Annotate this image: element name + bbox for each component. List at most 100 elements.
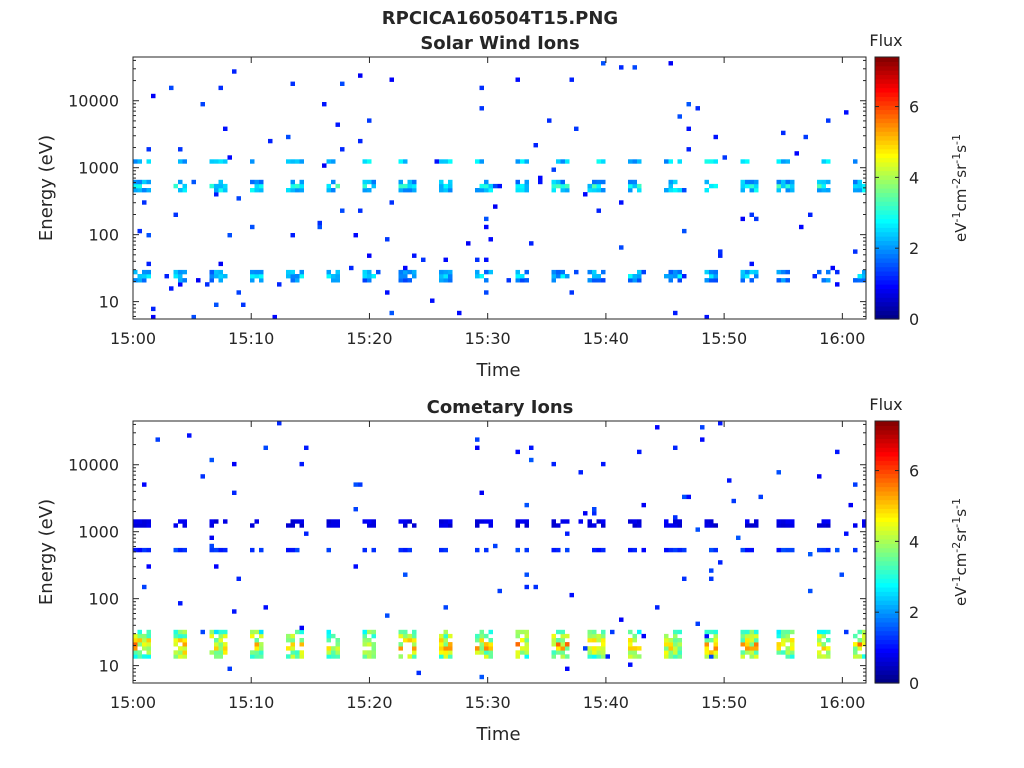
heatmap-cell [781,278,786,283]
heatmap-cell [191,314,196,320]
heatmap-cell [785,547,790,553]
heatmap-cell [749,261,754,267]
heatmap-cell [448,274,453,279]
heatmap-cell [713,646,718,651]
heatmap-cell [704,638,709,643]
heatmap-cell [574,269,579,275]
heatmap-cell [335,638,340,643]
colorbar-segment [875,161,899,167]
heatmap-cell [628,629,633,635]
heatmap-cell [551,633,556,639]
heatmap-cell [740,654,745,659]
heatmap-cell [389,200,394,205]
heatmap-cell [137,547,142,553]
heatmap-cell [290,278,295,283]
heatmap-cell [515,188,520,193]
heatmap-cell [632,654,637,659]
colorbar-segment [875,170,899,176]
heatmap-cell [781,183,786,189]
heatmap-cell [677,646,682,651]
heatmap-cell [335,642,340,647]
heatmap-cell [551,650,556,655]
heatmap-cell [560,642,565,647]
heatmap-cell [263,605,268,610]
heatmap-cell [668,183,673,189]
heatmap-cell [443,547,448,553]
heatmap-cell [515,274,520,279]
heatmap-cell [479,646,484,651]
heatmap-cell [668,646,673,651]
heatmap-cell [601,650,606,655]
heatmap-cell [790,650,795,655]
heatmap-cell [632,633,637,639]
heatmap-cell [142,633,147,639]
heatmap-cell [151,93,156,99]
heatmap-cell [740,638,745,643]
heatmap-cell [146,650,151,655]
x-tick-label: 15:20 [346,329,392,348]
heatmap-cell [137,188,142,193]
heatmap-cell [142,278,147,283]
heatmap-cell [250,274,255,279]
colorbar-segment [875,61,899,67]
heatmap-cell [628,650,633,655]
heatmap-cell [596,188,601,193]
heatmap-cell [520,278,525,283]
heatmap-cell [218,261,223,267]
heatmap-cell [488,523,493,528]
heatmap-cell [533,143,538,148]
heatmap-cell [709,278,714,283]
heatmap-cell [317,224,322,230]
heatmap-cell [704,159,709,164]
heatmap-cell [448,642,453,647]
heatmap-cell [592,179,597,185]
heatmap-cell [695,621,700,626]
x-tick-label: 16:00 [819,329,865,348]
heatmap-cell [754,654,759,659]
heatmap-cell [290,188,295,193]
heatmap-cell [200,629,205,635]
heatmap-cell [601,188,606,193]
heatmap-cell [385,290,390,295]
heatmap-cell [475,650,480,655]
heatmap-cell [218,646,223,651]
heatmap-cell [218,638,223,643]
heatmap-cell [664,638,669,643]
heatmap-cell [664,642,669,647]
heatmap-cell [664,159,669,164]
heatmap-cell [704,278,709,283]
heatmap-cell [781,642,786,647]
heatmap-cell [686,102,691,107]
heatmap-cell [371,629,376,635]
heatmap-cell [326,547,331,553]
colorbar-segment [875,434,899,440]
heatmap-cell [835,282,840,287]
heatmap-cell [137,654,142,659]
x-tick-label: 15:00 [110,693,156,712]
heatmap-cell [551,638,556,643]
heatmap-cell [137,638,142,643]
heatmap-cell [745,642,750,647]
heatmap-cell [182,183,187,189]
heatmap-cell [682,188,687,193]
heatmap-cell [628,274,633,279]
heatmap-cell [209,629,214,635]
heatmap-cell [209,274,214,279]
heatmap-cell [781,638,786,643]
heatmap-cell [448,159,453,164]
heatmap-cell [515,633,520,639]
heatmap-cell [695,527,700,532]
heatmap-cell [596,547,601,553]
heatmap-cell [704,629,709,635]
heatmap-cell [515,77,520,82]
heatmap-cell [704,646,709,651]
heatmap-cell [218,629,223,635]
heatmap-cell [520,638,525,643]
heatmap-cell [214,302,219,307]
heatmap-cell [628,547,633,553]
colorbar-segment [875,613,899,619]
heatmap-cell [326,159,331,164]
heatmap-cell [862,654,867,659]
heatmap-cell [785,638,790,643]
heatmap-cell [515,159,520,164]
